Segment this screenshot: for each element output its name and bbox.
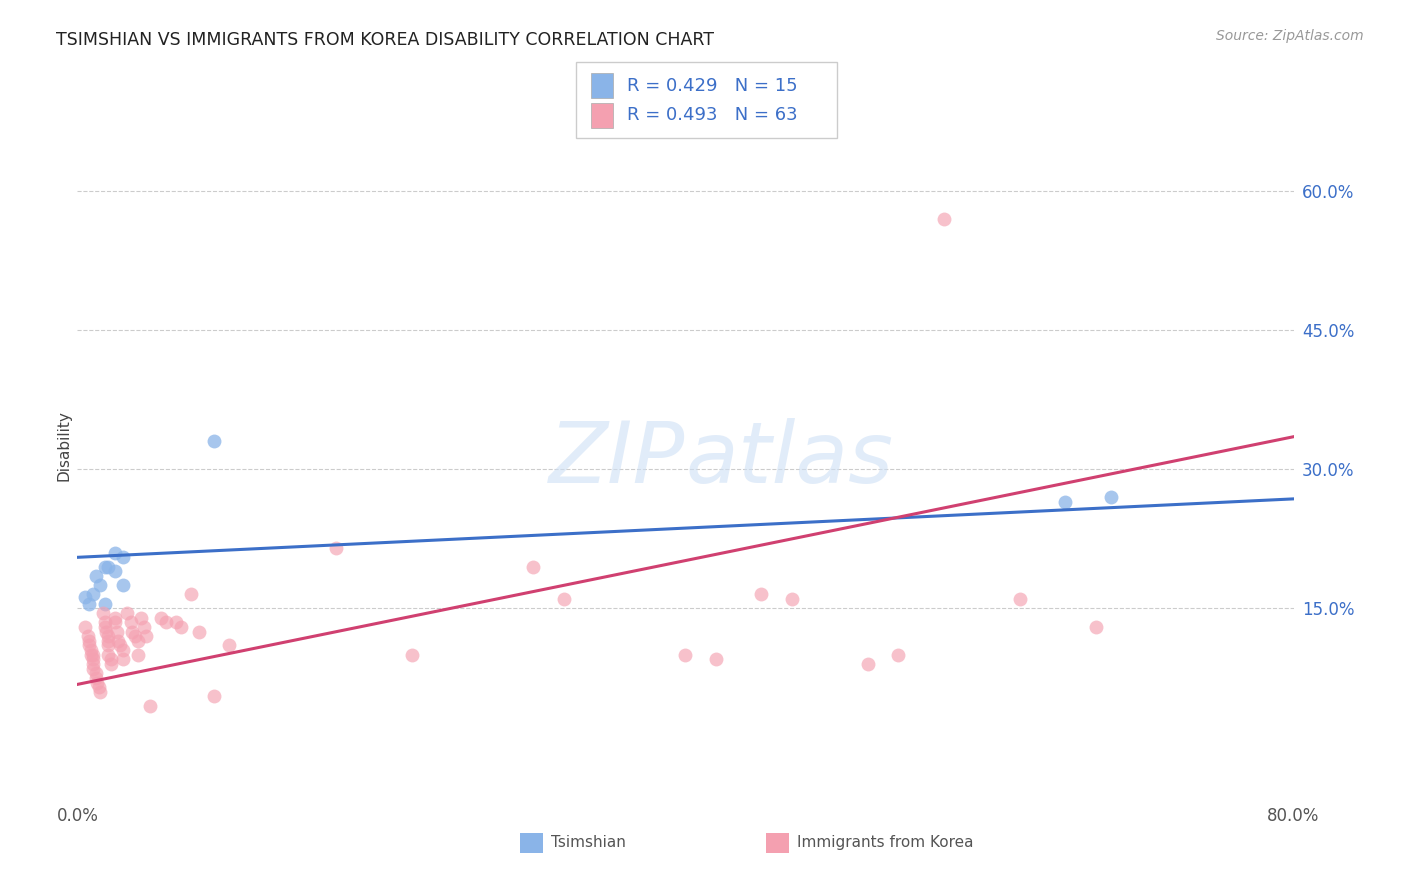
- Point: [89, 685, 111, 699]
- Point: [80, 648, 103, 662]
- Point: [87, 680, 110, 694]
- Point: [79, 633, 101, 648]
- Point: [117, 606, 139, 620]
- Point: [165, 615, 187, 630]
- Point: [170, 620, 193, 634]
- Point: [97, 629, 120, 643]
- Point: [100, 657, 122, 671]
- Point: [127, 648, 149, 662]
- Text: Immigrants from Korea: Immigrants from Korea: [797, 836, 974, 850]
- Point: [84, 671, 107, 685]
- Point: [89, 578, 111, 592]
- Point: [82, 662, 104, 676]
- Point: [77, 629, 100, 643]
- Point: [553, 592, 575, 607]
- Point: [91, 606, 114, 620]
- Point: [202, 434, 225, 449]
- Point: [932, 211, 955, 226]
- Point: [104, 610, 127, 624]
- Point: [124, 629, 146, 643]
- Point: [120, 615, 142, 630]
- Point: [82, 587, 104, 601]
- Point: [134, 620, 156, 634]
- Point: [73, 620, 96, 634]
- Point: [97, 559, 120, 574]
- Point: [1054, 494, 1077, 508]
- Text: R = 0.493   N = 63: R = 0.493 N = 63: [627, 106, 797, 124]
- Text: TSIMSHIAN VS IMMIGRANTS FROM KOREA DISABILITY CORRELATION CHART: TSIMSHIAN VS IMMIGRANTS FROM KOREA DISAB…: [56, 31, 714, 49]
- Y-axis label: Disability: Disability: [56, 410, 72, 482]
- Point: [155, 615, 177, 630]
- Point: [202, 690, 225, 704]
- Point: [856, 657, 879, 671]
- Point: [127, 633, 149, 648]
- Point: [80, 643, 103, 657]
- Point: [751, 587, 773, 601]
- Point: [105, 624, 128, 639]
- Point: [111, 643, 134, 657]
- Point: [129, 610, 152, 624]
- Point: [139, 698, 162, 713]
- Point: [79, 639, 101, 653]
- Point: [93, 597, 115, 611]
- Point: [79, 597, 101, 611]
- Point: [104, 615, 127, 630]
- Point: [135, 629, 157, 643]
- Point: [1084, 620, 1107, 634]
- Point: [180, 587, 202, 601]
- Point: [97, 633, 120, 648]
- Point: [82, 657, 104, 671]
- Point: [84, 569, 107, 583]
- Text: ZIP: ZIP: [550, 418, 686, 501]
- Point: [93, 615, 115, 630]
- Point: [522, 559, 544, 574]
- Point: [675, 648, 697, 662]
- Point: [108, 639, 131, 653]
- Point: [73, 591, 96, 605]
- Point: [325, 541, 347, 555]
- Point: [887, 648, 910, 662]
- Text: Tsimshian: Tsimshian: [551, 836, 626, 850]
- Point: [97, 648, 120, 662]
- Point: [82, 648, 104, 662]
- Point: [107, 633, 129, 648]
- Point: [111, 652, 134, 666]
- Point: [100, 652, 122, 666]
- Point: [111, 550, 134, 565]
- Point: [1099, 490, 1122, 504]
- Point: [97, 639, 120, 653]
- Point: [111, 578, 134, 592]
- Point: [84, 666, 107, 681]
- Point: [1008, 592, 1031, 607]
- Point: [93, 620, 115, 634]
- Point: [149, 610, 172, 624]
- Text: atlas: atlas: [686, 418, 893, 501]
- Point: [82, 652, 104, 666]
- Text: Source: ZipAtlas.com: Source: ZipAtlas.com: [1216, 29, 1364, 43]
- Point: [780, 592, 803, 607]
- Point: [704, 652, 727, 666]
- Point: [96, 624, 118, 639]
- Point: [401, 648, 423, 662]
- Point: [104, 546, 127, 560]
- Point: [188, 624, 211, 639]
- Point: [93, 559, 115, 574]
- Point: [104, 564, 127, 578]
- Text: R = 0.429   N = 15: R = 0.429 N = 15: [627, 77, 797, 95]
- Point: [218, 639, 240, 653]
- Point: [86, 675, 108, 690]
- Point: [121, 624, 143, 639]
